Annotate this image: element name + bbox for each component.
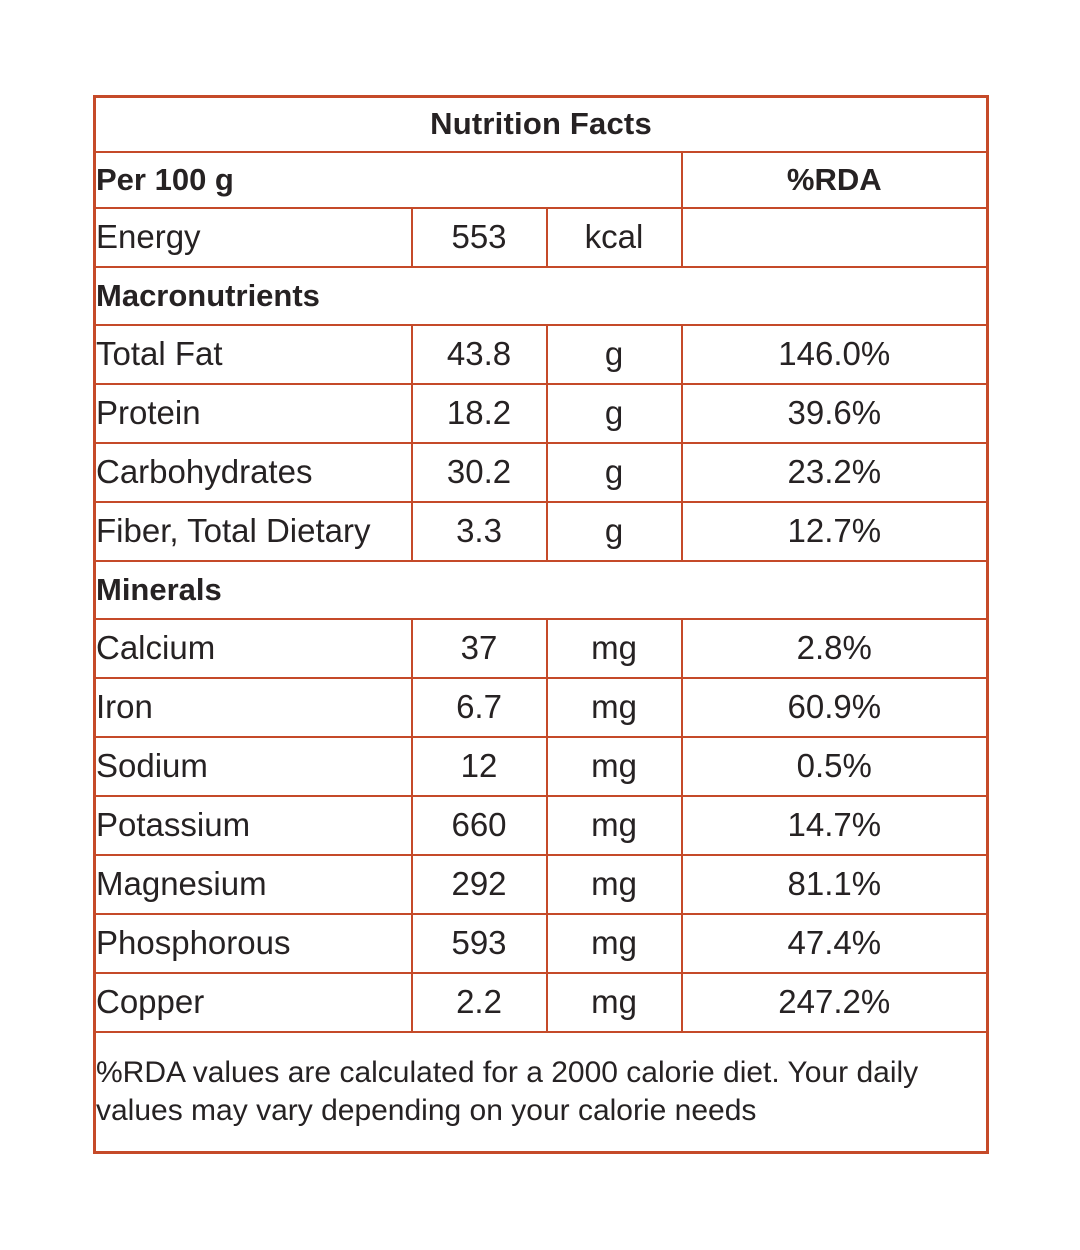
- nutrient-unit: mg: [545, 617, 683, 679]
- nutrient-value: 553: [410, 206, 548, 268]
- nutrient-unit: mg: [545, 794, 683, 856]
- table-row-potassium: Potassium 660 mg 14.7%: [93, 794, 989, 856]
- nutrient-value: 37: [410, 617, 548, 679]
- nutrient-unit: g: [545, 323, 683, 385]
- table-row-protein: Protein 18.2 g 39.6%: [93, 382, 989, 444]
- nutrient-label: Energy: [93, 206, 413, 268]
- nutrient-rda: 81.1%: [680, 853, 989, 915]
- nutrient-unit: mg: [545, 912, 683, 974]
- header-row: Per 100 g %RDA: [93, 150, 989, 209]
- nutrient-rda: 39.6%: [680, 382, 989, 444]
- nutrient-label: Sodium: [93, 735, 413, 797]
- nutrient-unit: g: [545, 441, 683, 503]
- nutrient-label: Potassium: [93, 794, 413, 856]
- nutrient-label: Phosphorous: [93, 912, 413, 974]
- nutrient-value: 6.7: [410, 676, 548, 738]
- section-title: Minerals: [93, 559, 989, 620]
- table-row-magnesium: Magnesium 292 mg 81.1%: [93, 853, 989, 915]
- nutrient-value: 43.8: [410, 323, 548, 385]
- nutrient-unit: kcal: [545, 206, 683, 268]
- nutrient-label: Total Fat: [93, 323, 413, 385]
- nutrient-label: Iron: [93, 676, 413, 738]
- page-title: Nutrition Facts: [93, 95, 989, 153]
- nutrient-rda: 14.7%: [680, 794, 989, 856]
- nutrient-unit: g: [545, 382, 683, 444]
- nutrient-value: 3.3: [410, 500, 548, 562]
- nutrient-label: Carbohydrates: [93, 441, 413, 503]
- table-row-total-fat: Total Fat 43.8 g 146.0%: [93, 323, 989, 385]
- nutrient-rda: 0.5%: [680, 735, 989, 797]
- table-row-fiber: Fiber, Total Dietary 3.3 g 12.7%: [93, 500, 989, 562]
- table-row-phosphorous: Phosphorous 593 mg 47.4%: [93, 912, 989, 974]
- nutrient-value: 30.2: [410, 441, 548, 503]
- nutrient-value: 292: [410, 853, 548, 915]
- serving-size-header: Per 100 g: [93, 150, 683, 209]
- nutrient-value: 2.2: [410, 971, 548, 1033]
- nutrient-rda: 23.2%: [680, 441, 989, 503]
- nutrient-label: Fiber, Total Dietary: [93, 500, 413, 562]
- title-row: Nutrition Facts: [93, 95, 989, 153]
- table-row-copper: Copper 2.2 mg 247.2%: [93, 971, 989, 1033]
- nutrition-table: Nutrition Facts Per 100 g %RDA Energy 55…: [93, 95, 990, 1154]
- section-header-macronutrients: Macronutrients: [93, 265, 989, 326]
- nutrient-label: Magnesium: [93, 853, 413, 915]
- table-row-energy: Energy 553 kcal: [93, 206, 989, 268]
- nutrient-rda: [680, 206, 989, 268]
- section-header-minerals: Minerals: [93, 559, 989, 620]
- rda-disclaimer-note: %RDA values are calculated for a 2000 ca…: [93, 1030, 989, 1154]
- nutrient-unit: mg: [545, 735, 683, 797]
- nutrient-label: Calcium: [93, 617, 413, 679]
- nutrient-rda: 60.9%: [680, 676, 989, 738]
- nutrient-rda: 2.8%: [680, 617, 989, 679]
- rda-column-header: %RDA: [680, 150, 989, 209]
- nutrient-value: 18.2: [410, 382, 548, 444]
- section-title: Macronutrients: [93, 265, 989, 326]
- nutrient-value: 660: [410, 794, 548, 856]
- nutrient-rda: 146.0%: [680, 323, 989, 385]
- nutrient-value: 12: [410, 735, 548, 797]
- nutrient-rda: 47.4%: [680, 912, 989, 974]
- nutrient-unit: g: [545, 500, 683, 562]
- table-row-iron: Iron 6.7 mg 60.9%: [93, 676, 989, 738]
- nutrient-value: 593: [410, 912, 548, 974]
- table-row-calcium: Calcium 37 mg 2.8%: [93, 617, 989, 679]
- nutrient-rda: 12.7%: [680, 500, 989, 562]
- nutrient-label: Copper: [93, 971, 413, 1033]
- nutrient-unit: mg: [545, 853, 683, 915]
- nutrient-unit: mg: [545, 676, 683, 738]
- table-row-carbohydrates: Carbohydrates 30.2 g 23.2%: [93, 441, 989, 503]
- nutrient-label: Protein: [93, 382, 413, 444]
- nutrient-unit: mg: [545, 971, 683, 1033]
- footer-row: %RDA values are calculated for a 2000 ca…: [93, 1030, 989, 1154]
- nutrient-rda: 247.2%: [680, 971, 989, 1033]
- table-row-sodium: Sodium 12 mg 0.5%: [93, 735, 989, 797]
